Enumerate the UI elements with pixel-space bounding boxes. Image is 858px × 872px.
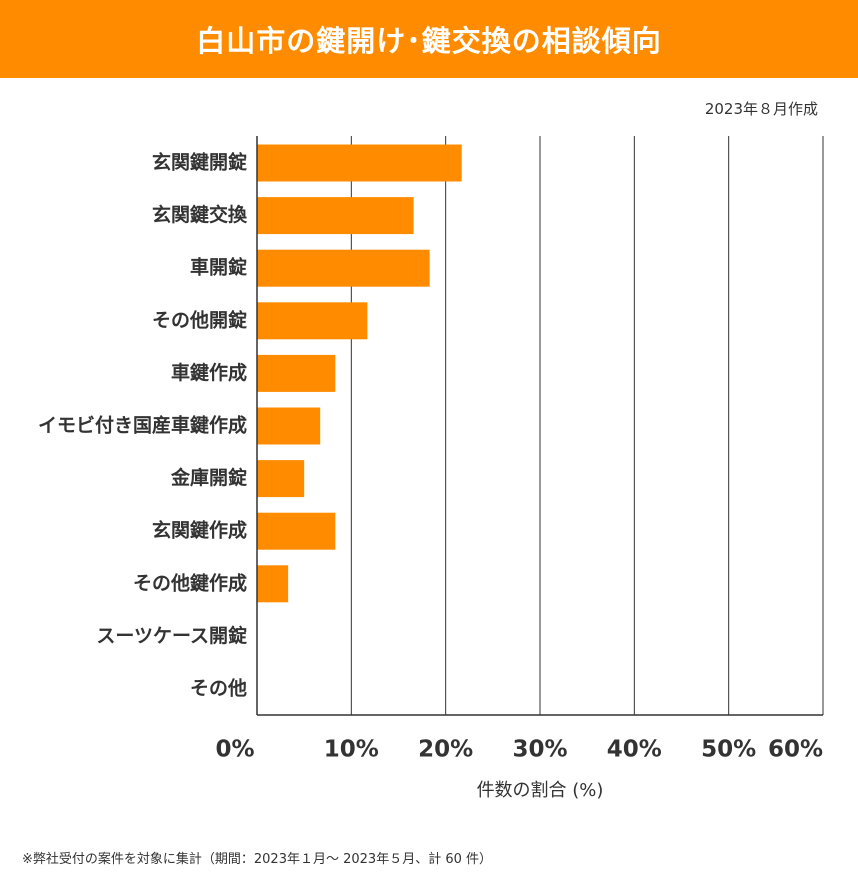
bar: [257, 512, 336, 550]
date-note: 2023年８月作成: [704, 100, 818, 118]
category-label: 玄関鍵作成: [152, 519, 247, 542]
chart-title: 白山市の鍵開け･鍵交換の相談傾向: [196, 24, 662, 58]
bar: [257, 460, 305, 498]
bar: [257, 354, 336, 392]
bar: [257, 565, 289, 603]
category-label: イモビ付き国産車鍵作成: [38, 414, 247, 437]
bar: [257, 302, 368, 340]
category-label: その他: [190, 677, 247, 700]
tick-label: 30%: [512, 737, 567, 763]
category-label: 金庫開錠: [170, 466, 247, 489]
category-label: その他鍵作成: [133, 571, 247, 594]
tick-label: 10%: [324, 737, 379, 763]
category-label: 車鍵作成: [171, 361, 247, 384]
category-label: 玄関鍵開錠: [152, 151, 247, 174]
tick-label: 40%: [607, 737, 662, 763]
bar: [257, 407, 321, 445]
tick-label: 60%: [768, 737, 823, 763]
bar: [257, 197, 414, 235]
tick-label: 20%: [418, 737, 473, 763]
x-axis-label: 件数の割合 (%): [476, 780, 604, 801]
footnote: ※弊社受付の案件を対象に集計（期間：2023年１月～ 2023年５月、計 60 …: [22, 852, 492, 867]
category-label: スーツケース開錠: [96, 624, 247, 647]
bar: [257, 144, 462, 182]
tick-label: 50%: [701, 737, 756, 763]
category-label: 玄関鍵交換: [152, 203, 248, 226]
category-label: その他開錠: [152, 308, 247, 331]
title-banner: 白山市の鍵開け･鍵交換の相談傾向: [0, 0, 858, 78]
tick-label: 0%: [215, 737, 254, 763]
category-label: 車開錠: [190, 256, 247, 279]
bar: [257, 249, 430, 287]
